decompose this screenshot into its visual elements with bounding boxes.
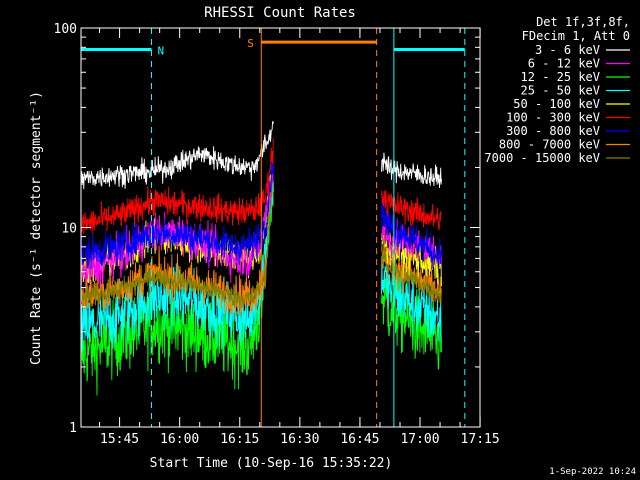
series-line bbox=[381, 255, 442, 343]
series-line bbox=[81, 165, 274, 352]
x-axis-label: Start Time (10-Sep-16 15:35:22) bbox=[150, 456, 393, 471]
x-tick-label: 17:15 bbox=[461, 432, 500, 447]
x-tick-label: 17:00 bbox=[400, 432, 439, 447]
legend-label: 6 - 12 keV bbox=[528, 57, 600, 71]
x-tick-label: 16:30 bbox=[280, 432, 319, 447]
chart-title: RHESSI Count Rates bbox=[204, 5, 356, 21]
y-axis-label: Count Rate (s⁻¹ detector segment⁻¹) bbox=[29, 91, 44, 365]
legend-header-line-2: FDecim 1, Att 0 bbox=[522, 29, 630, 43]
series-group bbox=[81, 120, 442, 396]
night-label: N bbox=[158, 45, 165, 58]
y-tick-label: 1 bbox=[69, 421, 77, 436]
series-line bbox=[81, 120, 274, 190]
series-line bbox=[81, 150, 274, 270]
y-tick-label: 100 bbox=[54, 22, 77, 37]
series-line bbox=[81, 151, 274, 396]
x-tick-label: 16:00 bbox=[160, 432, 199, 447]
x-tick-label: 16:15 bbox=[220, 432, 259, 447]
series-line bbox=[381, 152, 442, 189]
legend-label: 12 - 25 keV bbox=[521, 70, 600, 84]
x-tick-label: 15:45 bbox=[100, 432, 139, 447]
legend-label: 50 - 100 keV bbox=[513, 97, 600, 111]
legend-header-line-1: Det 1f,3f,8f, bbox=[536, 15, 630, 29]
saa-label: S bbox=[247, 37, 254, 50]
series-line bbox=[81, 170, 274, 309]
legend-label: 300 - 800 keV bbox=[506, 124, 600, 138]
legend-label: 100 - 300 keV bbox=[506, 111, 600, 125]
legend-label: 800 - 7000 keV bbox=[499, 138, 600, 152]
x-tick-label: 16:45 bbox=[340, 432, 379, 447]
series-line bbox=[381, 218, 442, 270]
series-line bbox=[381, 189, 442, 231]
footer-date: 1-Sep-2022 10:24 bbox=[549, 467, 636, 477]
legend-label: 7000 - 15000 keV bbox=[484, 151, 600, 165]
series-line bbox=[81, 138, 274, 234]
y-tick-label: 10 bbox=[61, 222, 77, 237]
series-line bbox=[381, 240, 442, 303]
legend: Det 1f,3f,8f, FDecim 1, Att 0 3 - 6 keV6… bbox=[484, 15, 630, 165]
series-line bbox=[381, 200, 442, 275]
legend-label: 3 - 6 keV bbox=[535, 43, 600, 57]
legend-label: 25 - 50 keV bbox=[521, 84, 600, 98]
series-line bbox=[381, 244, 442, 305]
